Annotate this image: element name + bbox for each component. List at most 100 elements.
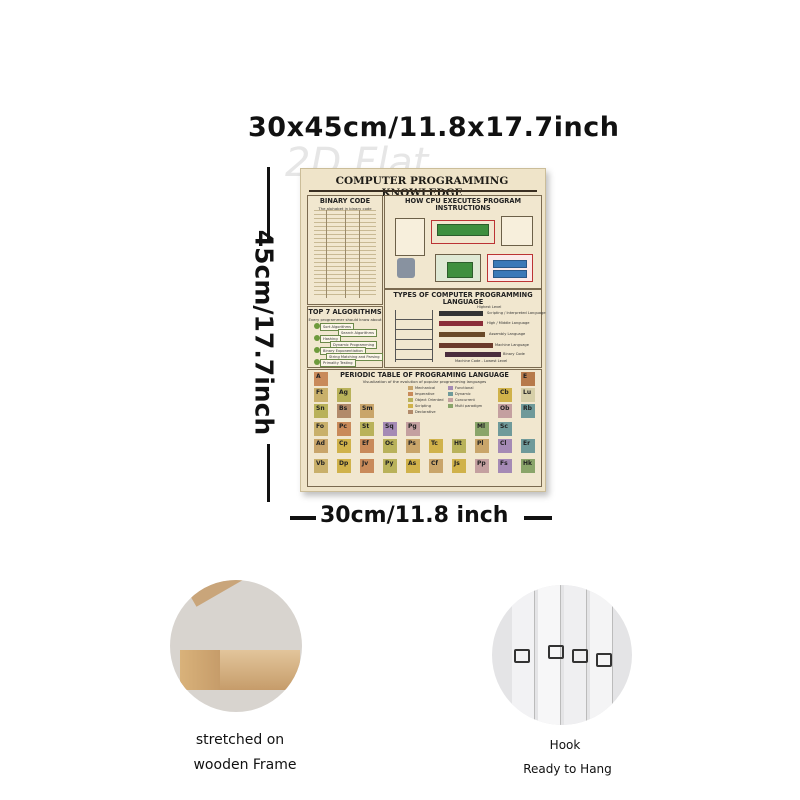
language-bar [439, 311, 483, 316]
cpu-chip [447, 262, 473, 278]
language-bar [439, 321, 483, 326]
ram-chip [437, 224, 489, 236]
hook-icon [596, 653, 612, 667]
language-level-label: Assembly Language [489, 332, 526, 336]
wooden-frame-photo [170, 580, 302, 712]
ladder-graphic [395, 310, 433, 362]
cache-l2 [493, 270, 527, 278]
hook-caption-line1: Hook [549, 738, 581, 752]
languages-title: TYPES OF COMPUTER PROGRAMMING LANGUAGE [393, 291, 533, 306]
element-cell: Ht [452, 439, 466, 453]
periodic-table-panel: PERIODIC TABLE OF PROGRAMING LANGUAGE Vi… [307, 369, 542, 487]
dimension-line-bottom [267, 444, 270, 502]
cpu-title: HOW CPU EXECUTES PROGRAM INSTRUCTIONS [404, 197, 521, 212]
element-cell: Oc [383, 439, 397, 453]
legend-item: Mechanical [415, 386, 436, 390]
languages-panel: TYPES OF COMPUTER PROGRAMMING LANGUAGE H… [384, 289, 546, 368]
language-bar [439, 332, 485, 337]
language-level-label: Highest Level [477, 305, 502, 309]
dimension-top-label: 30x45cm/11.8x17.7inch [248, 112, 620, 143]
element-cell: Pc [337, 422, 351, 436]
program-box [395, 218, 425, 256]
element-cell: Dp [337, 459, 351, 473]
element-cell: Cf [429, 459, 443, 473]
element-cell: Sn [314, 404, 328, 418]
element-cell: Ef [360, 439, 374, 453]
hook-icon [548, 645, 564, 659]
element-cell: Js [452, 459, 466, 473]
element-cell: Py [383, 459, 397, 473]
language-level-label: Scripting / Interpreted Language [487, 311, 546, 315]
element-cell: Cb [498, 388, 512, 402]
dimension-line-left [290, 516, 316, 520]
element-cell: Ob [498, 404, 512, 418]
cpu-panel: HOW CPU EXECUTES PROGRAM INSTRUCTIONS [384, 195, 542, 289]
frame-caption-line1: stretched on [195, 732, 285, 748]
legend-item: Object Oriented [415, 398, 444, 402]
element-cell: Ft [314, 388, 328, 402]
title-divider [309, 190, 537, 192]
dimension-line-right [524, 516, 552, 520]
algorithms-panel: TOP 7 ALGORITHMS Every programmer should… [307, 306, 383, 368]
element-cell: As [406, 459, 420, 473]
hook-icon [572, 649, 588, 663]
ram-instructions-box [431, 220, 495, 244]
element-cell: Pg [406, 422, 420, 436]
element-cell: Ps [406, 439, 420, 453]
element-cell: Pp [475, 459, 489, 473]
language-bar [445, 352, 501, 357]
element-cell: Sm [360, 404, 374, 418]
element-cell: Ml [475, 422, 489, 436]
language-level-label: Machine Language [495, 343, 529, 347]
element-cell: Fs [498, 459, 512, 473]
element-cell: Ag [337, 388, 351, 402]
periodic-title: PERIODIC TABLE OF PROGRAMING LANGUAGE [340, 371, 509, 379]
dimension-side-label: 45cm/17.7inch [249, 229, 279, 436]
algorithm-item: Primality Testing [320, 359, 356, 367]
element-cell: Er [521, 439, 535, 453]
instruction-list [501, 216, 533, 246]
poster: COMPUTER PROGRAMMING KNOWLEDGE BINARY CO… [300, 168, 546, 492]
hook-icon [514, 649, 530, 663]
element-cell: Tc [429, 439, 443, 453]
legend-item: Functional [455, 386, 474, 390]
algorithm-item: Search Algorithms [338, 329, 377, 337]
language-level-label: Machine Code - Lowest Level [455, 359, 508, 363]
binary-code-title: BINARY CODE [319, 197, 371, 205]
element-cell: St [360, 422, 374, 436]
element-cell: Ad [314, 439, 328, 453]
element-cell: Cp [337, 439, 351, 453]
element-cell: Fo [314, 422, 328, 436]
binary-code-panel: BINARY CODE The alphabet in binary code [307, 195, 383, 305]
element-cell: Bs [337, 404, 351, 418]
algorithm-item: Sort Algorithms [320, 323, 354, 331]
language-level-label: High / Middle Language [487, 321, 530, 325]
hook-caption-line2: Ready to Hang [523, 762, 612, 776]
legend-item: Multi paradigm [455, 404, 483, 408]
cache-l1 [493, 260, 527, 268]
algorithms-subtitle: Every programmer should know about [308, 317, 382, 322]
hook-photo [492, 585, 632, 725]
frame-caption-line2: wooden Frame [193, 757, 297, 773]
dimension-line-top [267, 167, 270, 241]
element-cell: Jv [360, 459, 374, 473]
hard-disk-icon [397, 258, 415, 278]
binary-code-subtitle: The alphabet in binary code [318, 206, 372, 211]
language-bar [439, 343, 493, 348]
element-cell: Rb [521, 404, 535, 418]
algorithms-title: TOP 7 ALGORITHMS [308, 308, 382, 316]
element-cell: Cl [498, 439, 512, 453]
element-cell: Lu [521, 388, 535, 402]
legend-item: Concurrent [455, 398, 475, 402]
periodic-subtitle: Visualization of the evolution of popula… [362, 379, 487, 384]
element-cell: Sc [498, 422, 512, 436]
legend-item: Dynamic [455, 392, 471, 396]
legend-item: Scripting [415, 404, 431, 408]
element-cell: Vb [314, 459, 328, 473]
element-cell: Pl [475, 439, 489, 453]
element-cell: A [314, 372, 328, 386]
dimension-bottom-label: 30cm/11.8 inch [320, 503, 509, 528]
legend-item: Declarative [415, 410, 436, 414]
legend-item: Imperative [415, 392, 435, 396]
element-cell: Hk [521, 459, 535, 473]
